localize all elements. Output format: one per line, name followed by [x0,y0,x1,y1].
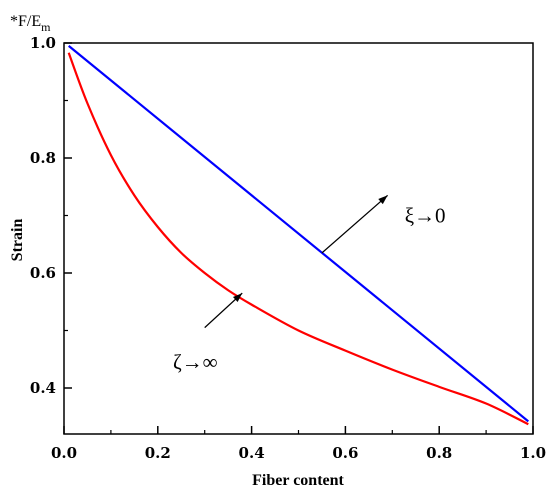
ticks: 0.0 0.2 0.4 0.6 0.8 1.0 0.4 0.6 0.8 1.0 [30,34,546,462]
annotation-label-2: ζ→∞ [173,350,218,374]
annotations: ξ→0 ζ→∞ [173,194,446,374]
y-unit-subscript: m [41,20,51,34]
annotation-arrowhead [232,293,243,303]
x-tick-label: 0.2 [145,444,171,462]
series-line-1 [67,45,530,423]
y-tick-label: 0.4 [30,379,56,397]
x-tick-label: 0.6 [332,444,358,462]
y-tick-label: 0.6 [30,264,56,282]
annotation-label-1: ξ→0 [405,204,446,228]
y-tick-label: 0.8 [30,149,56,167]
series-line-2 [67,52,529,426]
y-unit-main: *F/E [10,13,41,30]
plot-frame [63,42,534,435]
x-tick-label: 0.0 [51,444,77,462]
x-axis-title: Fiber content [252,472,344,489]
series [67,45,530,426]
annotation-arrowhead [378,195,388,205]
y-unit-label: *F/Em [10,13,51,34]
y-axis-title: Strain [9,219,26,262]
y-tick-label: 1.0 [30,34,56,52]
x-tick-label: 0.4 [239,444,265,462]
annotation-arrow-line [321,194,389,254]
x-tick-label: 1.0 [520,444,546,462]
x-tick-label: 0.8 [426,444,452,462]
